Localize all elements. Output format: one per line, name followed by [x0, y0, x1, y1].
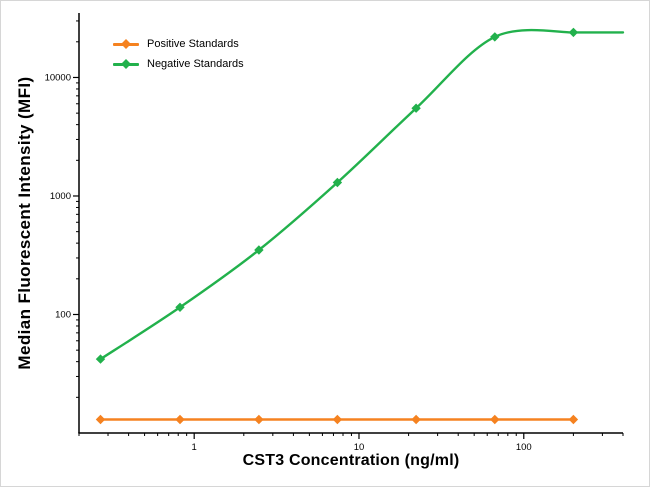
y-axis-title: Median Fluorescent Intensity (MFI): [15, 76, 34, 370]
positive-diamond-icon: [121, 39, 131, 49]
data-point-positive-standards: [254, 414, 264, 425]
data-point-positive-standards: [175, 414, 185, 425]
x-axis-title: CST3 Concentration (ng/ml): [242, 452, 460, 469]
negative-line-marker-icon: [113, 59, 139, 69]
data-point-negative-standards: [568, 27, 579, 38]
data-point-positive-standards: [411, 414, 421, 425]
data-point-positive-standards: [332, 414, 343, 425]
data-point-negative-standards: [332, 177, 343, 188]
positive-line-marker-icon: [113, 39, 139, 49]
data-point-negative-standards: [490, 32, 500, 42]
data-point-positive-standards: [490, 414, 500, 425]
data-point-positive-standards: [568, 414, 579, 425]
legend: Positive Standards Negative Standards: [113, 37, 244, 71]
x-tick-label: 100: [516, 442, 532, 453]
legend-item-positive-standards: Positive Standards: [113, 37, 244, 51]
legend-item-negative-standards: Negative Standards: [113, 57, 244, 71]
data-point-positive-standards: [95, 414, 106, 425]
data-point-negative-standards: [411, 103, 421, 113]
legend-label-positive: Positive Standards: [147, 38, 239, 50]
legend-label-negative: Negative Standards: [147, 58, 244, 70]
x-tick-label: 1: [192, 442, 197, 453]
data-point-negative-standards: [254, 245, 264, 255]
y-tick-label: 10000: [45, 72, 71, 83]
data-point-negative-standards: [95, 354, 106, 364]
data-point-negative-standards: [175, 302, 185, 313]
y-tick-label: 1000: [50, 191, 71, 202]
y-tick-label: 100: [55, 309, 71, 320]
x-tick-label: 10: [354, 442, 365, 453]
negative-diamond-icon: [121, 59, 131, 69]
